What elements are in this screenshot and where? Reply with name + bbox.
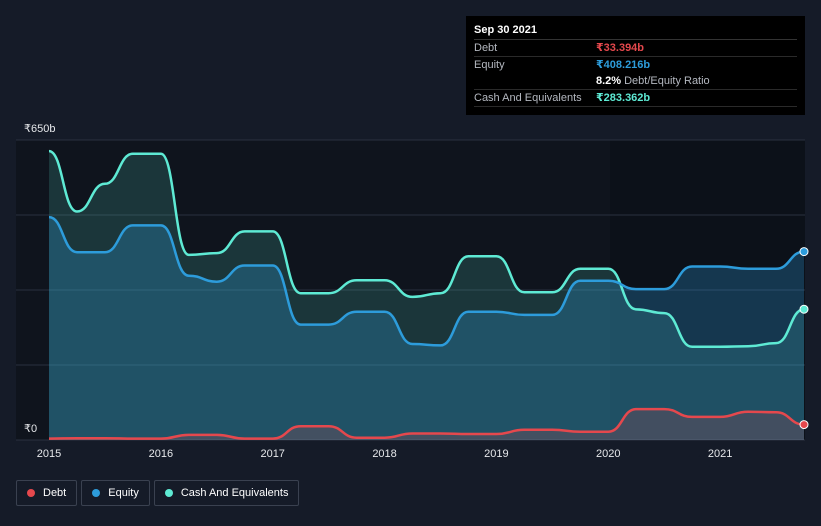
tooltip-date: Sep 30 2021 xyxy=(474,22,797,40)
legend-item-equity[interactable]: Equity xyxy=(81,480,150,506)
tooltip-label: Equity xyxy=(474,59,505,71)
cash-and-equivalents-endpoint xyxy=(799,304,809,314)
debt-endpoint xyxy=(799,420,809,430)
x-tick-label: 2016 xyxy=(149,448,173,460)
debt-area xyxy=(49,409,804,440)
cash-and-equivalents-line xyxy=(48,149,805,349)
series-endpoints xyxy=(799,247,809,430)
data-tooltip: Sep 30 2021 Debt ₹33.394b Equity ₹408.21… xyxy=(466,16,805,115)
legend-item-debt[interactable]: Debt xyxy=(16,480,78,506)
legend-dot-icon xyxy=(164,489,173,497)
tooltip-row-debt: Debt ₹33.394b xyxy=(474,40,797,57)
x-tick-label: 2015 xyxy=(37,448,61,460)
x-axis-ticks: 2015 2016 2017 2018 2019 2020 2021 xyxy=(37,448,733,460)
y-tick-bottom: ₹0 xyxy=(24,423,37,435)
x-tick-label: 2020 xyxy=(596,448,620,460)
chart-legend: Debt Equity Cash And Equivalents xyxy=(16,480,303,506)
legend-dot-icon xyxy=(27,489,35,497)
tooltip-row-equity: Equity ₹408.216b xyxy=(474,57,797,73)
debt-line xyxy=(48,407,805,440)
tooltip-row-ratio: 8.2% Debt/Equity Ratio xyxy=(474,73,797,90)
tooltip-value: ₹283.362b xyxy=(596,92,651,104)
tooltip-value: 8.2% xyxy=(596,75,622,87)
tooltip-label: Debt xyxy=(474,42,498,54)
x-tick-label: 2018 xyxy=(372,448,396,460)
tooltip-row-cash: Cash And Equivalents ₹283.362b xyxy=(474,90,797,107)
gridlines xyxy=(16,139,805,441)
legend-item-cash[interactable]: Cash And Equivalents xyxy=(153,480,300,506)
equity-line xyxy=(48,215,805,347)
y-tick-top: ₹650b xyxy=(24,123,55,135)
legend-dot-icon xyxy=(92,489,101,497)
x-tick-label: 2019 xyxy=(484,448,508,460)
tooltip-label: Cash And Equivalents xyxy=(474,92,582,104)
tooltip-value: ₹33.394b xyxy=(596,42,645,54)
equity-area xyxy=(49,217,804,440)
tooltip-ratio-label: Debt/Equity Ratio xyxy=(624,75,710,87)
legend-label: Equity xyxy=(108,487,139,499)
legend-label: Debt xyxy=(43,487,67,499)
tooltip-value: ₹408.216b xyxy=(596,59,651,71)
equity-endpoint xyxy=(799,247,809,257)
series-lines xyxy=(48,149,805,440)
x-tick-label: 2021 xyxy=(708,448,732,460)
x-tick-label: 2017 xyxy=(260,448,284,460)
tooltip-label xyxy=(474,73,596,89)
legend-label: Cash And Equivalents xyxy=(180,487,289,499)
